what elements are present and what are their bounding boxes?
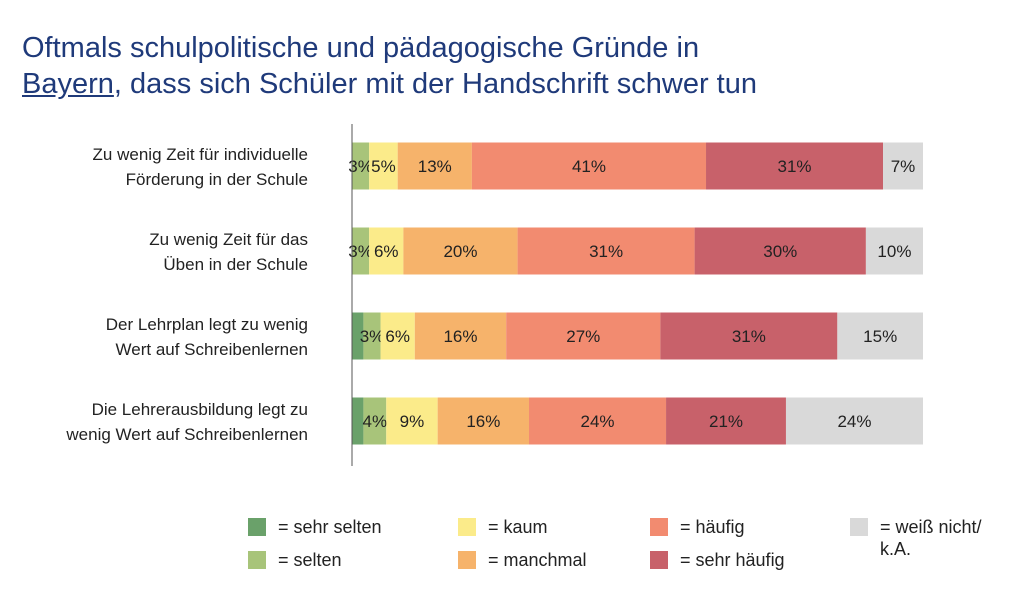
category-label: Förderung in der Schule [126,170,308,189]
bar-segment [352,142,370,190]
bar-value-label: 27% [566,327,600,346]
bar-value-label: 10% [877,242,911,261]
legend-item: = weiß nicht/k.A. [850,516,982,560]
bar-segment [883,142,923,190]
bar-segment [369,227,404,275]
legend-swatch [458,518,476,536]
bar-segment [694,227,866,275]
bar-segment [706,142,884,190]
bar-segment [785,397,923,445]
category-label: wenig Wert auf Schreibenlernen [65,425,308,444]
bar-value-label: 6% [374,242,399,261]
bar-value-label: 3% [348,242,373,261]
legend-item: = sehr häufig [650,549,785,571]
legend-swatch [458,551,476,569]
title-part-1: Oftmals schulpolitische und pädagogische… [22,32,700,64]
bar-segment [352,312,364,360]
legend-item: = häufig [650,516,745,538]
bar-segment [397,142,472,190]
legend-swatch [650,518,668,536]
chart-title: Oftmals schulpolitische und pädagogische… [22,30,1012,102]
bar-value-label: 24% [581,412,615,431]
legend-label: = kaum [488,517,548,537]
bar-value-label: 16% [443,327,477,346]
bar-segment [666,397,786,445]
legend-item: = sehr selten [248,516,382,538]
bar-value-label: 31% [589,242,623,261]
legend-swatch [248,551,266,569]
legend-label: = sehr häufig [680,550,785,570]
legend-label: = manchmal [488,550,587,570]
bar-value-label: 24% [837,412,871,431]
title-underlined-word: Bayern [22,68,114,100]
bar-segment [437,397,530,445]
bar-segment [403,227,518,275]
category-label: Der Lehrplan legt zu wenig [106,315,308,334]
legend-label: = häufig [680,517,745,537]
bar-segment [471,142,707,190]
bar-value-label: 3% [348,157,373,176]
bar-segment [865,227,923,275]
bar-value-label: 7% [891,157,916,176]
legend-swatch [248,518,266,536]
category-label: Zu wenig Zeit für individuelle [93,145,308,164]
title-part-2: , dass sich Schüler mit der Handschrift … [113,68,757,100]
bar-value-label: 30% [763,242,797,261]
legend-item: = selten [248,549,342,571]
bar-segment [352,227,370,275]
legend-swatch [650,551,668,569]
category-label: Die Lehrerausbildung legt zu [92,400,308,419]
bar-value-label: 31% [778,157,812,176]
legend-label: = weiß nicht/k.A. [880,517,982,559]
category-label: Zu wenig Zeit für das [149,230,308,249]
bar-segment [352,397,364,445]
bar-value-label: 41% [572,157,606,176]
legend-label: = selten [278,550,342,570]
legend-item: = kaum [458,516,548,538]
bar-value-label: 15% [863,327,897,346]
bar-segment [529,397,667,445]
bar-value-label: 4% [363,412,388,431]
bar-segment [517,227,695,275]
bar-segment [414,312,507,360]
bar-value-label: 5% [371,157,396,176]
legend-item: = manchmal [458,549,587,571]
bar-segment [380,312,415,360]
bar-value-label: 20% [443,242,477,261]
category-label: Wert auf Schreibenlernen [116,340,308,359]
legend-swatch [850,518,868,536]
stacked-bar-chart: Zu wenig Zeit für individuelle Förderung … [65,124,923,466]
bar-segment [363,312,381,360]
bar-value-label: 9% [400,412,425,431]
bar-value-label: 13% [418,157,452,176]
bar-value-label: 16% [466,412,500,431]
bar-value-label: 31% [732,327,766,346]
bar-segment [386,397,438,445]
bar-value-label: 3% [360,327,385,346]
bar-segment [660,312,838,360]
bar-segment [506,312,661,360]
bar-value-label: 6% [385,327,410,346]
bar-segment [369,142,398,190]
category-label: Üben in der Schule [163,255,308,274]
legend-label: = sehr selten [278,517,382,537]
bar-segment [837,312,923,360]
bar-segment [363,397,387,445]
bar-value-label: 21% [709,412,743,431]
